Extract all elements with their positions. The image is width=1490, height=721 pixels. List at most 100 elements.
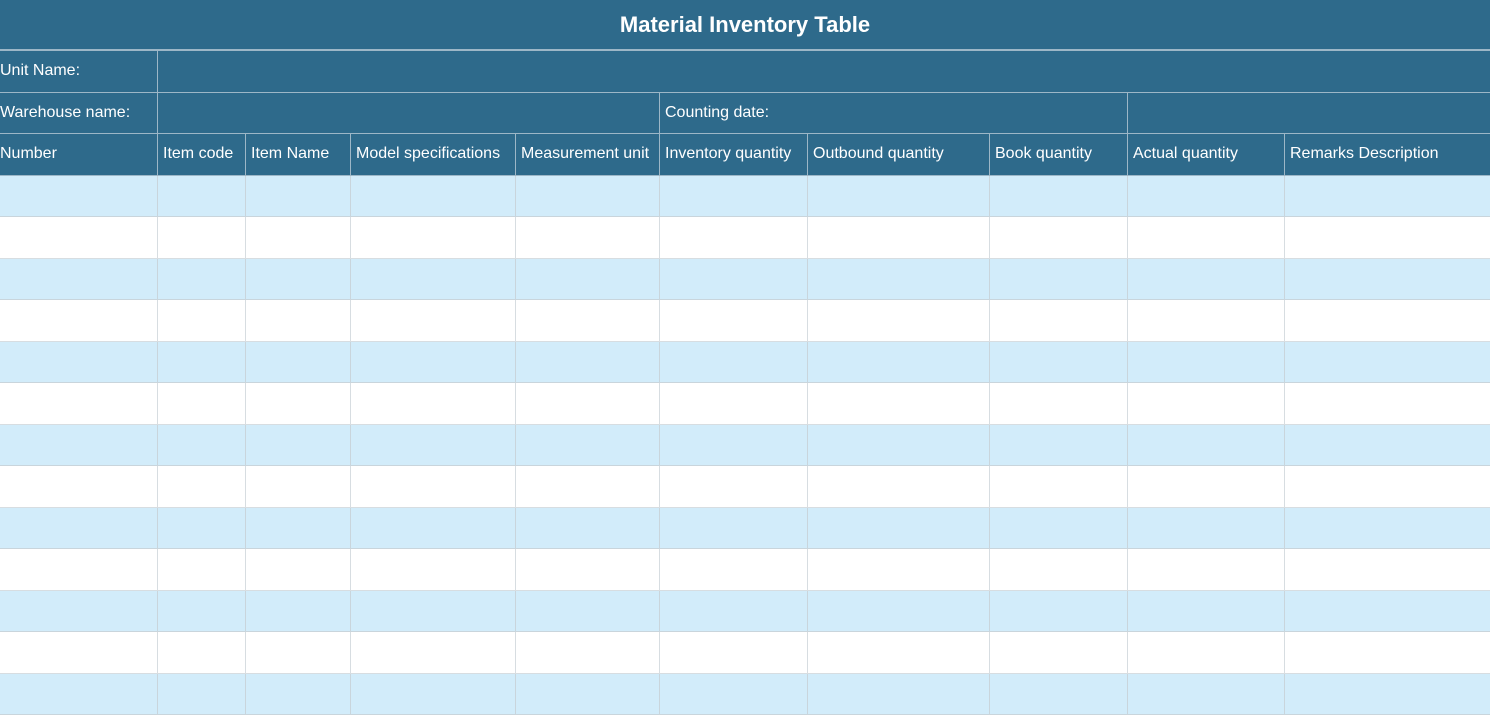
table-cell[interactable] bbox=[1283, 465, 1490, 508]
table-cell[interactable] bbox=[245, 423, 351, 466]
table-cell[interactable] bbox=[0, 423, 158, 466]
table-cell[interactable] bbox=[157, 631, 246, 674]
table-cell[interactable] bbox=[1127, 382, 1285, 425]
table-cell[interactable] bbox=[807, 299, 990, 342]
table-cell[interactable] bbox=[807, 340, 990, 383]
table-cell[interactable] bbox=[245, 299, 351, 342]
table-cell[interactable] bbox=[1127, 672, 1285, 715]
table-cell[interactable] bbox=[0, 174, 158, 217]
table-cell[interactable] bbox=[659, 465, 808, 508]
table-cell[interactable] bbox=[515, 589, 660, 632]
table-cell[interactable] bbox=[1127, 631, 1285, 674]
table-cell[interactable] bbox=[989, 174, 1128, 217]
table-cell[interactable] bbox=[1127, 340, 1285, 383]
warehouse-name-field[interactable] bbox=[157, 91, 660, 134]
table-cell[interactable] bbox=[157, 174, 246, 217]
table-cell[interactable] bbox=[515, 382, 660, 425]
table-cell[interactable] bbox=[989, 340, 1128, 383]
table-cell[interactable] bbox=[157, 506, 246, 549]
table-cell[interactable] bbox=[989, 589, 1128, 632]
table-cell[interactable] bbox=[989, 257, 1128, 300]
table-cell[interactable] bbox=[659, 548, 808, 591]
table-cell[interactable] bbox=[245, 174, 351, 217]
table-cell[interactable] bbox=[0, 548, 158, 591]
table-cell[interactable] bbox=[1283, 672, 1490, 715]
table-cell[interactable] bbox=[1283, 548, 1490, 591]
table-cell[interactable] bbox=[1127, 465, 1285, 508]
table-cell[interactable] bbox=[659, 257, 808, 300]
table-cell[interactable] bbox=[1127, 299, 1285, 342]
table-cell[interactable] bbox=[1283, 257, 1490, 300]
table-cell[interactable] bbox=[807, 589, 990, 632]
table-cell[interactable] bbox=[157, 382, 246, 425]
table-cell[interactable] bbox=[245, 589, 351, 632]
table-cell[interactable] bbox=[157, 589, 246, 632]
table-cell[interactable] bbox=[1127, 216, 1285, 259]
table-cell[interactable] bbox=[515, 299, 660, 342]
table-cell[interactable] bbox=[1283, 340, 1490, 383]
counting-date-field[interactable] bbox=[1126, 91, 1490, 134]
table-cell[interactable] bbox=[350, 340, 516, 383]
table-cell[interactable] bbox=[0, 216, 158, 259]
table-cell[interactable] bbox=[807, 548, 990, 591]
table-cell[interactable] bbox=[1127, 174, 1285, 217]
table-cell[interactable] bbox=[659, 631, 808, 674]
table-cell[interactable] bbox=[515, 672, 660, 715]
table-cell[interactable] bbox=[807, 257, 990, 300]
table-cell[interactable] bbox=[350, 174, 516, 217]
table-cell[interactable] bbox=[157, 216, 246, 259]
table-cell[interactable] bbox=[157, 465, 246, 508]
table-cell[interactable] bbox=[350, 465, 516, 508]
table-cell[interactable] bbox=[807, 465, 990, 508]
table-cell[interactable] bbox=[989, 382, 1128, 425]
table-cell[interactable] bbox=[0, 299, 158, 342]
table-cell[interactable] bbox=[659, 299, 808, 342]
table-cell[interactable] bbox=[807, 423, 990, 466]
table-cell[interactable] bbox=[659, 423, 808, 466]
table-cell[interactable] bbox=[1127, 506, 1285, 549]
table-cell[interactable] bbox=[989, 631, 1128, 674]
table-cell[interactable] bbox=[245, 257, 351, 300]
table-cell[interactable] bbox=[515, 631, 660, 674]
table-cell[interactable] bbox=[659, 174, 808, 217]
table-cell[interactable] bbox=[515, 216, 660, 259]
table-cell[interactable] bbox=[989, 506, 1128, 549]
table-cell[interactable] bbox=[1127, 548, 1285, 591]
table-cell[interactable] bbox=[0, 257, 158, 300]
table-cell[interactable] bbox=[245, 382, 351, 425]
table-cell[interactable] bbox=[659, 382, 808, 425]
table-cell[interactable] bbox=[1127, 423, 1285, 466]
table-cell[interactable] bbox=[245, 631, 351, 674]
table-cell[interactable] bbox=[350, 382, 516, 425]
table-cell[interactable] bbox=[659, 340, 808, 383]
table-cell[interactable] bbox=[0, 506, 158, 549]
table-cell[interactable] bbox=[989, 423, 1128, 466]
table-cell[interactable] bbox=[807, 631, 990, 674]
table-cell[interactable] bbox=[245, 465, 351, 508]
table-cell[interactable] bbox=[515, 506, 660, 549]
table-cell[interactable] bbox=[807, 506, 990, 549]
table-cell[interactable] bbox=[245, 506, 351, 549]
table-cell[interactable] bbox=[350, 672, 516, 715]
table-cell[interactable] bbox=[245, 340, 351, 383]
table-cell[interactable] bbox=[659, 216, 808, 259]
table-cell[interactable] bbox=[1283, 423, 1490, 466]
table-cell[interactable] bbox=[350, 506, 516, 549]
table-cell[interactable] bbox=[1127, 589, 1285, 632]
table-cell[interactable] bbox=[350, 548, 516, 591]
table-cell[interactable] bbox=[157, 299, 246, 342]
table-cell[interactable] bbox=[515, 548, 660, 591]
table-cell[interactable] bbox=[1283, 299, 1490, 342]
table-cell[interactable] bbox=[1283, 382, 1490, 425]
table-cell[interactable] bbox=[515, 465, 660, 508]
table-cell[interactable] bbox=[157, 423, 246, 466]
table-cell[interactable] bbox=[989, 216, 1128, 259]
table-cell[interactable] bbox=[0, 631, 158, 674]
table-cell[interactable] bbox=[989, 548, 1128, 591]
table-cell[interactable] bbox=[1283, 216, 1490, 259]
table-cell[interactable] bbox=[1283, 506, 1490, 549]
table-cell[interactable] bbox=[0, 382, 158, 425]
table-cell[interactable] bbox=[807, 672, 990, 715]
table-cell[interactable] bbox=[807, 174, 990, 217]
table-cell[interactable] bbox=[0, 589, 158, 632]
